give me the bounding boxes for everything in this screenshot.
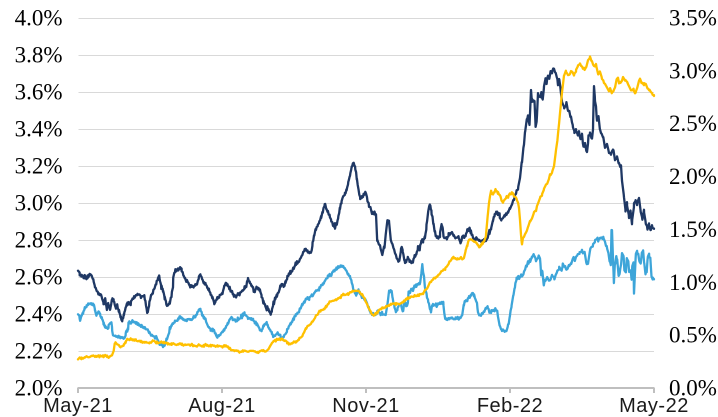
svg-text:3.0%: 3.0% bbox=[15, 191, 63, 216]
svg-text:2.0%: 2.0% bbox=[15, 376, 63, 401]
svg-text:1.0%: 1.0% bbox=[669, 270, 717, 295]
svg-text:3.4%: 3.4% bbox=[15, 117, 63, 142]
svg-text:2.2%: 2.2% bbox=[15, 339, 63, 364]
svg-text:May-21: May-21 bbox=[43, 395, 113, 417]
svg-text:2.0%: 2.0% bbox=[669, 164, 717, 189]
svg-text:3.6%: 3.6% bbox=[15, 80, 63, 105]
svg-text:4.0%: 4.0% bbox=[15, 6, 63, 31]
svg-text:0.5%: 0.5% bbox=[669, 323, 717, 348]
svg-text:3.2%: 3.2% bbox=[15, 154, 63, 179]
svg-text:2.8%: 2.8% bbox=[15, 228, 63, 253]
svg-text:Nov-21: Nov-21 bbox=[332, 395, 399, 417]
svg-text:Feb-22: Feb-22 bbox=[477, 395, 543, 417]
svg-text:2.4%: 2.4% bbox=[15, 302, 63, 327]
svg-text:2.5%: 2.5% bbox=[669, 111, 717, 136]
svg-text:3.5%: 3.5% bbox=[669, 6, 717, 31]
svg-text:0.0%: 0.0% bbox=[669, 376, 717, 401]
svg-text:3.8%: 3.8% bbox=[15, 43, 63, 68]
svg-text:2.6%: 2.6% bbox=[15, 265, 63, 290]
svg-text:May-22: May-22 bbox=[619, 395, 689, 417]
svg-text:3.0%: 3.0% bbox=[669, 58, 717, 83]
svg-text:Aug-21: Aug-21 bbox=[188, 395, 256, 417]
svg-text:1.5%: 1.5% bbox=[669, 217, 717, 242]
